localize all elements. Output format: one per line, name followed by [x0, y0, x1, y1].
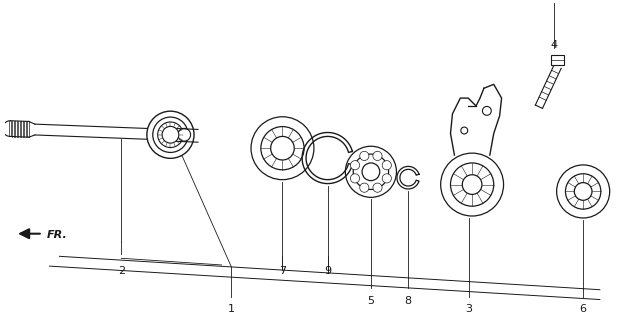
Circle shape: [382, 174, 391, 183]
Circle shape: [147, 111, 194, 158]
Circle shape: [251, 117, 314, 180]
Circle shape: [565, 174, 601, 209]
Text: 9: 9: [324, 266, 331, 276]
Circle shape: [350, 174, 360, 183]
Circle shape: [382, 161, 391, 170]
Text: 3: 3: [466, 304, 473, 315]
Circle shape: [483, 107, 491, 115]
Circle shape: [158, 122, 183, 148]
Circle shape: [153, 117, 188, 152]
Text: 2: 2: [118, 266, 125, 276]
Circle shape: [261, 127, 304, 170]
Circle shape: [557, 165, 610, 218]
Circle shape: [441, 153, 504, 216]
Circle shape: [574, 183, 592, 200]
Text: 7: 7: [279, 266, 286, 276]
Circle shape: [178, 128, 190, 141]
Text: 4: 4: [550, 40, 557, 50]
Text: 1: 1: [228, 304, 235, 315]
Circle shape: [461, 127, 468, 134]
Circle shape: [350, 161, 360, 170]
Circle shape: [353, 154, 389, 189]
Circle shape: [345, 146, 397, 197]
Circle shape: [360, 151, 369, 161]
Text: FR.: FR.: [46, 230, 67, 240]
Bar: [551, 55, 564, 65]
Circle shape: [360, 183, 369, 192]
Text: 8: 8: [405, 296, 412, 306]
Circle shape: [462, 175, 482, 194]
Circle shape: [362, 163, 379, 180]
Circle shape: [162, 126, 179, 143]
Circle shape: [373, 183, 382, 192]
Circle shape: [373, 151, 382, 161]
Circle shape: [271, 136, 294, 160]
Circle shape: [451, 163, 494, 206]
Text: 6: 6: [580, 304, 586, 315]
Text: 5: 5: [368, 296, 375, 306]
